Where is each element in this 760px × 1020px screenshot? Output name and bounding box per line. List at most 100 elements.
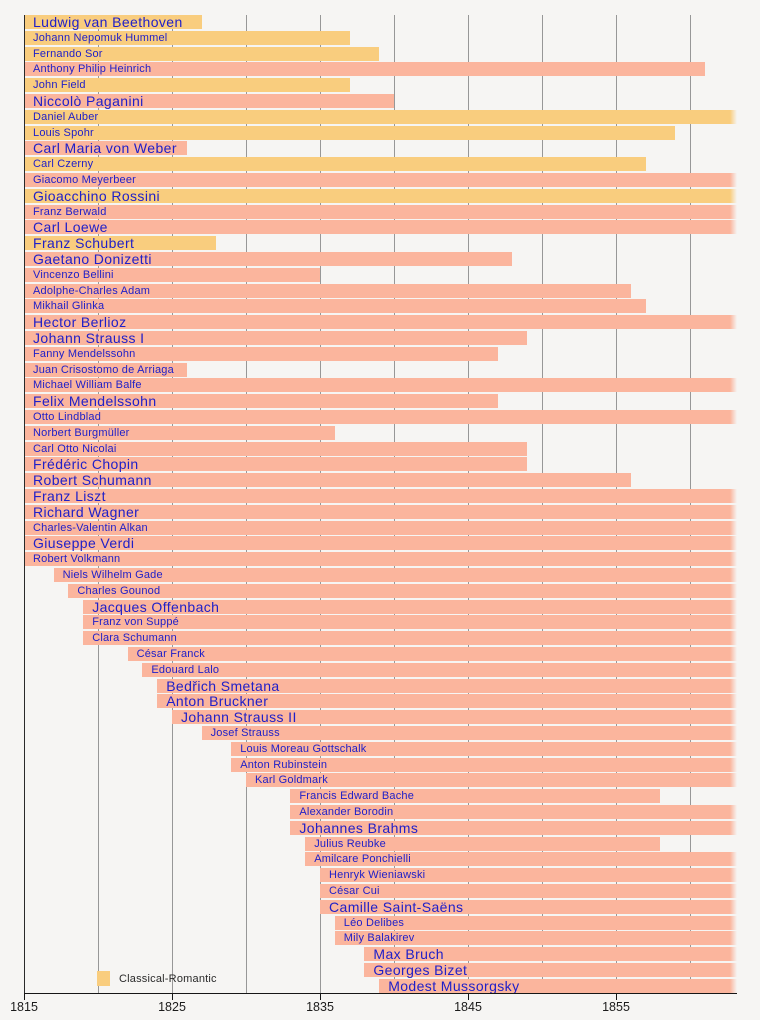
timeline-bar: Otto Lindblad <box>24 410 737 424</box>
timeline-bar: Niccolò Paganini <box>24 94 394 108</box>
composer-name: César Cui <box>329 885 380 897</box>
timeline-bar: Bedřich Smetana <box>157 677 737 694</box>
axis-tick-1845 <box>468 994 469 1000</box>
gridline-1845 <box>468 15 469 993</box>
composer-name: Clara Schumann <box>92 632 177 645</box>
composer-name: Daniel Auber <box>33 110 99 123</box>
axis-tick-label: 1815 <box>10 1000 38 1014</box>
timeline-bar: Mily Balakirev <box>334 931 737 946</box>
legend-label: Classical-Romantic <box>119 972 217 985</box>
timeline-bar: Amilcare Ponchielli <box>305 852 737 867</box>
composer-name: Louis Moreau Gottschalk <box>240 742 367 755</box>
composer-name: Juan Crisostomo de Arriaga <box>33 363 174 376</box>
axis-tick-label: 1835 <box>306 1000 334 1014</box>
composer-name: Johann Strauss II <box>181 709 297 726</box>
composer-name: John Field <box>33 79 86 92</box>
timeline-bar: Mikhail Glinka <box>24 299 646 314</box>
timeline-bar: Anthony Philip Heinrich <box>24 62 705 77</box>
timeline-bar: Carl Loewe <box>24 219 737 236</box>
composer-name: Gaetano Donizetti <box>33 251 152 267</box>
timeline-bar: Michael William Balfe <box>24 378 737 393</box>
composer-name: Francis Edward Bache <box>299 790 415 803</box>
axis-tick-1855 <box>616 994 617 1000</box>
legend-swatch-classical-romantic <box>97 971 110 986</box>
timeline-bar: Adolphe-Charles Adam <box>24 283 631 298</box>
composer-name: Julius Reubke <box>314 837 386 850</box>
timeline-bar: César Cui <box>320 884 737 898</box>
timeline-bar: Camille Saint-Saëns <box>320 899 737 914</box>
composer-name: Fanny Mendelssohn <box>33 347 136 360</box>
gridline-1825 <box>172 15 173 993</box>
composer-name: Fernando Sor <box>33 47 103 60</box>
composer-name: Mily Balakirev <box>343 932 415 945</box>
timeline-bar: Francis Edward Bache <box>290 789 661 804</box>
timeline-bar: Fernando Sor <box>24 46 380 61</box>
timeline-bar: Johann Nepomuk Hummel <box>24 30 350 45</box>
axis-tick-label: 1855 <box>602 1000 630 1014</box>
timeline-bar: Charles-Valentin Alkan <box>24 520 737 535</box>
timeline-bar: Franz Berwald <box>24 204 737 219</box>
timeline-bar: Henryk Wieniawski <box>320 868 737 883</box>
timeline-bar: Norbert Burgmüller <box>24 425 335 440</box>
axis-tick-1815 <box>24 994 25 1000</box>
composer-name: Adolphe-Charles Adam <box>33 284 151 297</box>
composer-name: Johannes Brahms <box>299 819 419 836</box>
timeline-bar: Gaetano Donizetti <box>24 251 513 267</box>
timeline-bar: Johann Strauss I <box>24 331 528 345</box>
timeline-bar: Robert Volkmann <box>24 552 737 567</box>
composer-name: Henryk Wieniawski <box>329 869 426 882</box>
timeline-bar: César Franck <box>127 647 737 661</box>
timeline-bar: Jacques Offenbach <box>83 598 737 615</box>
timeline-bar: Robert Schumann <box>24 472 631 489</box>
timeline-bar: Felix Mendelssohn <box>24 394 498 409</box>
composer-name: Karl Goldmark <box>255 774 328 787</box>
timeline-bar: Vincenzo Bellini <box>24 267 320 282</box>
timeline-bar: Georges Bizet <box>364 963 737 977</box>
composer-name: Hector Berlioz <box>33 314 127 331</box>
timeline-bar: Louis Spohr <box>24 125 676 140</box>
timeline-bar: Karl Goldmark <box>246 773 737 788</box>
timeline-bar: Fanny Mendelssohn <box>24 346 498 361</box>
composer-name: César Franck <box>136 648 206 660</box>
composer-name: Max Bruch <box>373 946 444 963</box>
plot-left-border <box>24 15 25 993</box>
timeline-bar: Gioacchino Rossini <box>24 187 737 204</box>
timeline-bar: Louis Moreau Gottschalk <box>231 741 737 756</box>
composer-name: Norbert Burgmüller <box>33 426 130 439</box>
composer-name: Jacques Offenbach <box>92 598 220 615</box>
composer-name: Gioacchino Rossini <box>33 187 161 204</box>
composer-name: Carl Maria von Weber <box>33 140 177 157</box>
composer-name: Charles-Valentin Alkan <box>33 521 148 534</box>
timeline-bar: Giacomo Meyerbeer <box>24 173 737 187</box>
timeline-bar: Franz Liszt <box>24 489 737 503</box>
composer-name: Carl Loewe <box>33 219 108 236</box>
x-axis-line <box>24 993 737 994</box>
timeline-bar: Frédéric Chopin <box>24 457 528 472</box>
composer-name: Michael William Balfe <box>33 379 142 392</box>
timeline-bar: John Field <box>24 78 350 93</box>
composer-name: Otto Lindblad <box>33 411 102 423</box>
axis-tick-1825 <box>172 994 173 1000</box>
gridline-1840 <box>394 15 395 993</box>
composer-name: Mikhail Glinka <box>33 300 105 313</box>
composer-name: Modest Mussorgsky <box>388 977 520 994</box>
gridline-1855 <box>616 15 617 993</box>
composer-name: Ludwig van Beethoven <box>33 14 183 30</box>
timeline-bar: Franz von Suppé <box>83 615 737 630</box>
composer-name: Bedřich Smetana <box>166 677 280 694</box>
timeline-bar: Carl Maria von Weber <box>24 140 187 157</box>
composer-name: Robert Schumann <box>33 472 152 489</box>
composer-name: Léo Delibes <box>343 916 405 929</box>
composer-name: Josef Strauss <box>210 727 280 739</box>
timeline-bar: Johann Strauss II <box>172 709 737 726</box>
timeline-bar: Hector Berlioz <box>24 314 737 331</box>
timeline-bar: Anton Rubinstein <box>231 757 737 772</box>
timeline-bar: Clara Schumann <box>83 631 737 646</box>
composer-name: Carl Otto Nicolai <box>33 442 117 455</box>
timeline-bar: Carl Czerny <box>24 157 646 172</box>
composer-name: Amilcare Ponchielli <box>314 853 411 866</box>
composer-name: Franz von Suppé <box>92 616 179 629</box>
composer-name: Carl Czerny <box>33 158 94 171</box>
timeline-bar: Charles Gounod <box>68 583 737 598</box>
timeline-bar: Alexander Borodin <box>290 805 737 819</box>
